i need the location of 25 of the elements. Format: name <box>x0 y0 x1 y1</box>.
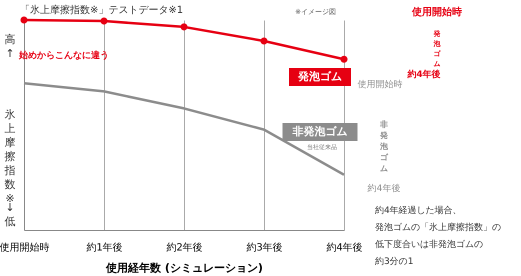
text: 高↑ <box>4 33 16 60</box>
text: 発泡ゴム <box>379 131 389 173</box>
text: 約4年後 <box>406 69 442 80</box>
text: 使用開始時 <box>411 6 462 18</box>
text: 発泡ゴムの「氷上摩擦指数」の <box>375 222 501 233</box>
point <box>100 18 108 25</box>
text: 約4年後 <box>368 183 400 194</box>
x-tick-label: 約2年後 <box>166 242 203 254</box>
text: 非 <box>380 120 388 129</box>
series-label: 非発泡ゴム <box>292 125 348 138</box>
text: 使用開始時 <box>358 79 402 90</box>
point <box>260 37 268 45</box>
text: 低下度合いは非発泡ゴムの <box>375 239 483 250</box>
text: 約3分の1 <box>375 256 414 267</box>
x-tick-label: 約1年後 <box>86 242 123 254</box>
x-axis-title: 使用経年数 (シミュレーション) <box>105 262 263 274</box>
chart-title: 「氷上摩擦指数※」テストデータ※1 <box>20 4 184 16</box>
series-label: 発泡ゴム <box>297 70 342 83</box>
x-tick-label: 約3年後 <box>246 242 283 254</box>
point <box>20 16 28 24</box>
annotation: 始めからこんなに違う <box>18 50 109 61</box>
text: 約4年経過した場合、 <box>375 205 462 216</box>
point <box>340 56 348 63</box>
point <box>180 23 188 30</box>
x-tick-label: 約4年後 <box>326 242 363 254</box>
